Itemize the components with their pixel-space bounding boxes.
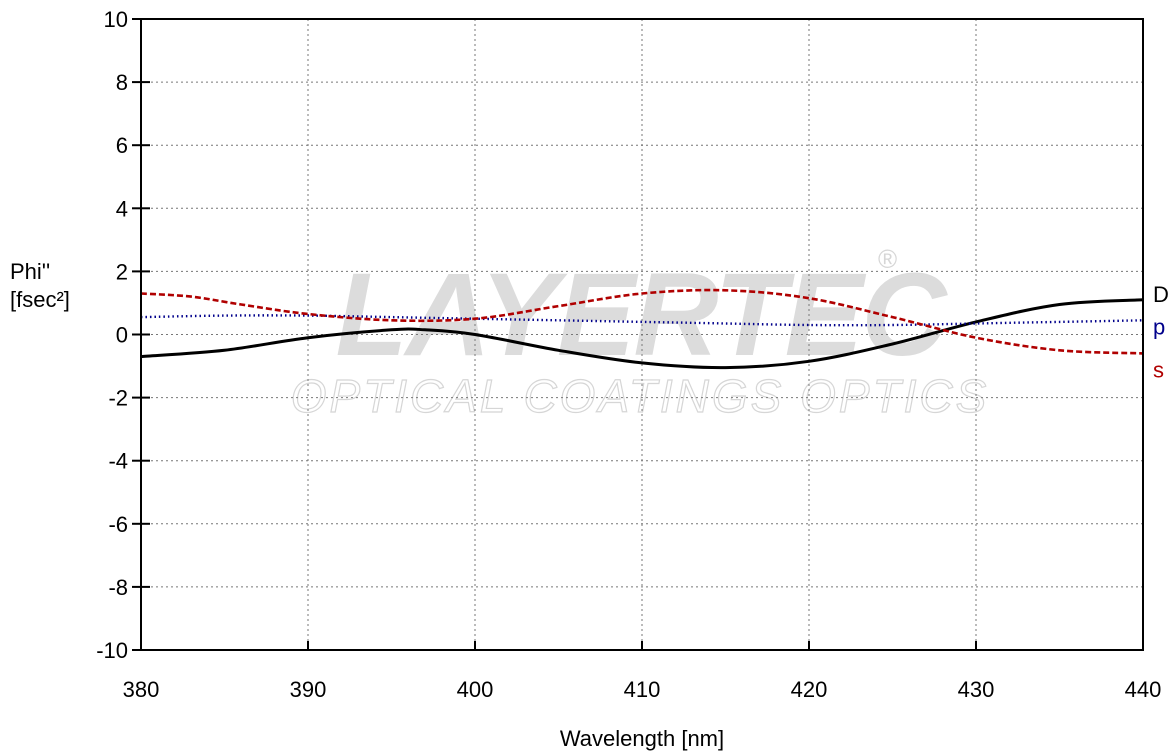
y-tick-label: 6 [116,133,128,158]
y-axis-title-line1: Phi'' [10,259,50,284]
grid [141,19,1143,650]
x-tick-label: 430 [958,677,995,702]
x-tick-label: 390 [290,677,327,702]
x-tick-labels: 380 390 400 410 420 430 440 [123,677,1162,702]
x-tick-label: 420 [791,677,828,702]
y-tick-label: -4 [108,449,128,474]
series-label-p: p [1153,314,1165,339]
y-axis-title-line2: [fsec²] [10,287,70,312]
series-labels: Dps [1153,282,1169,383]
y-tick-label: 0 [116,323,128,348]
series-line-D [140,298,1144,370]
series-label-D: D [1153,282,1169,307]
watermark-tagline: OPTICAL COATINGS OPTICS [291,370,990,422]
x-tick-label: 380 [123,677,160,702]
series-label-s: s [1153,357,1164,382]
watermark: LAYERTEC ® OPTICAL COATINGS OPTICS [290,244,990,423]
y-tick-label: 10 [104,7,128,32]
y-tick-label: 2 [116,259,128,284]
y-tick-label: -6 [108,512,128,537]
y-tick-label: -8 [108,575,128,600]
series-line-p [140,314,1144,327]
x-tick-label: 410 [624,677,661,702]
axis-ticks [132,18,1144,651]
y-tick-labels: 10 8 6 4 2 0 -2 -4 -6 -8 -10 [96,7,128,663]
series-layer [140,288,1144,370]
y-tick-label: -10 [96,638,128,663]
y-tick-label: -2 [108,386,128,411]
x-tick-label: 440 [1125,677,1162,702]
x-tick-label: 400 [457,677,494,702]
x-axis-title: Wavelength [nm] [560,726,724,751]
watermark-registered-mark: ® [878,244,897,274]
y-tick-label: 4 [116,196,128,221]
y-tick-label: 8 [116,70,128,95]
series-line-s [140,288,1144,355]
